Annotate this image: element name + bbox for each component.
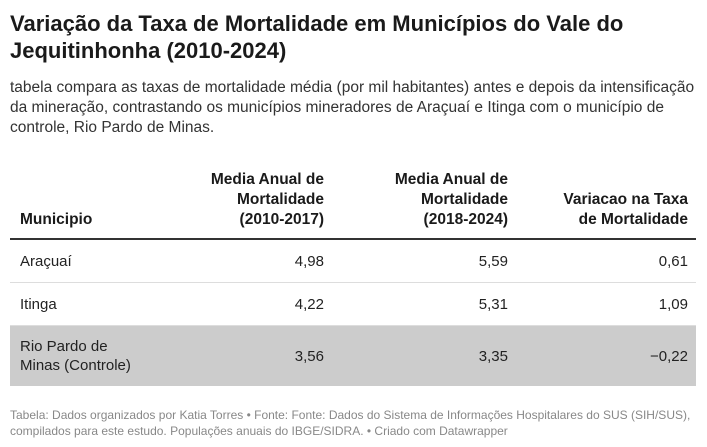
column-header-line: Municipio bbox=[20, 211, 93, 228]
column-header-line: (2018-2024) bbox=[423, 211, 508, 228]
column-header-line: Mortalidade bbox=[237, 191, 324, 208]
table-row-aracuai: Araçuaí 4,98 5,59 0,61 bbox=[10, 240, 696, 283]
column-header-line: Media Anual de bbox=[394, 171, 508, 188]
cell-variation: 1,09 bbox=[658, 295, 688, 313]
cell-municipio: Araçuaí bbox=[20, 252, 72, 270]
table-header: Municipio Media Anual de Mortalidade (20… bbox=[10, 164, 696, 240]
column-header-line: Media Anual de bbox=[210, 171, 324, 188]
cell-rate-2018-2024: 5,59 bbox=[478, 252, 508, 270]
column-header-line: Mortalidade bbox=[421, 191, 508, 208]
column-header-line: Variacao na Taxa bbox=[563, 191, 688, 208]
column-header-line: de Mortalidade bbox=[578, 211, 688, 228]
cell-municipio: Rio Pardo de Minas (Controle) bbox=[20, 326, 180, 386]
chart-footer: Tabela: Dados organizados por Katia Torr… bbox=[10, 408, 691, 438]
cell-rate-2010-2017: 4,98 bbox=[294, 252, 324, 270]
cell-variation: −0,22 bbox=[650, 347, 688, 365]
column-header-variacao: Variacao na Taxa de Mortalidade bbox=[563, 190, 688, 230]
cell-municipio-line: Minas (Controle) bbox=[20, 357, 131, 374]
mortality-table: Municipio Media Anual de Mortalidade (20… bbox=[10, 164, 696, 386]
cell-municipio-line: Rio Pardo de bbox=[20, 338, 108, 355]
cell-rate-2018-2024: 5,31 bbox=[478, 295, 508, 313]
chart-subtitle: tabela compara as taxas de mortalidade m… bbox=[10, 79, 695, 136]
cell-variation: 0,61 bbox=[658, 252, 688, 270]
table-row-rio-pardo-de-minas: Rio Pardo de Minas (Controle) 3,56 3,35 … bbox=[10, 326, 696, 386]
cell-rate-2010-2017: 3,56 bbox=[294, 347, 324, 365]
table-row-itinga: Itinga 4,22 5,31 1,09 bbox=[10, 283, 696, 326]
cell-rate-2018-2024: 3,35 bbox=[478, 347, 508, 365]
cell-rate-2010-2017: 4,22 bbox=[294, 295, 324, 313]
column-header-line: (2010-2017) bbox=[239, 211, 324, 228]
column-header-municipio: Municipio bbox=[20, 210, 92, 230]
chart-title: Variação da Taxa de Mortalidade em Munic… bbox=[10, 11, 624, 63]
column-header-2018-2024: Media Anual de Mortalidade (2018-2024) bbox=[395, 170, 508, 230]
cell-municipio: Itinga bbox=[20, 295, 57, 313]
column-header-2010-2017: Media Anual de Mortalidade (2010-2017) bbox=[211, 170, 324, 230]
